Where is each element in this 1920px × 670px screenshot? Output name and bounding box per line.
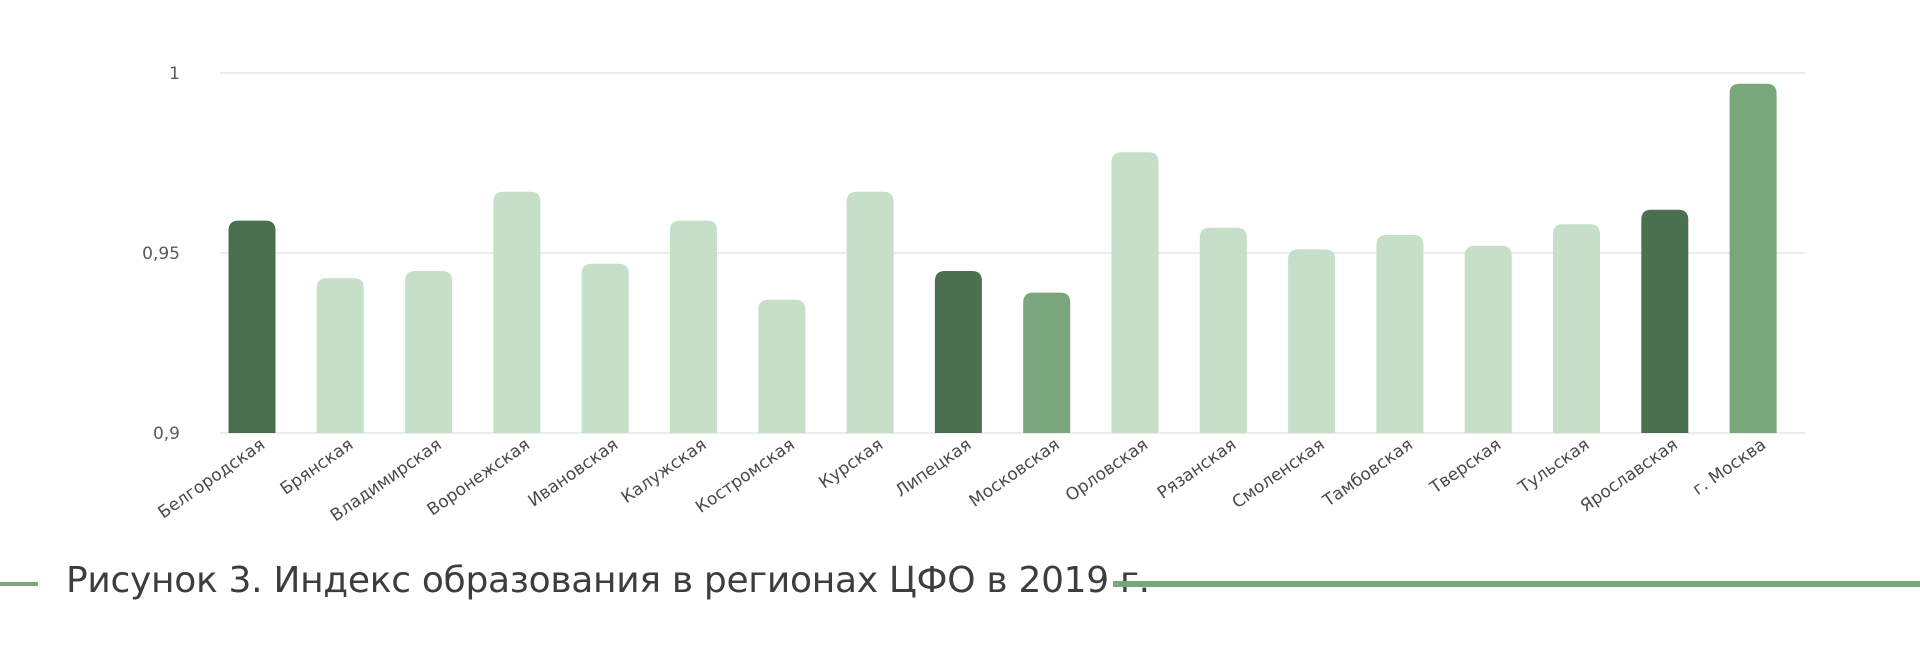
- y-tick-label: 0,95: [142, 244, 180, 264]
- bar: [1729, 83, 1777, 434]
- bar: [228, 220, 276, 433]
- caption-accent-line-right: [1113, 581, 1920, 587]
- x-tick-label: Ярославская: [1577, 435, 1682, 517]
- x-tick-label: Московская: [966, 435, 1064, 512]
- bar: [1641, 209, 1689, 433]
- caption-accent-line-left: [0, 582, 38, 586]
- figure-caption: Рисунок 3. Индекс образования в регионах…: [66, 560, 1150, 601]
- bars: [228, 83, 1777, 434]
- bar: [581, 263, 629, 433]
- y-tick-label: 0,9: [153, 424, 180, 444]
- x-axis-ticks: Белгородская БрянскаяВладимирскаяВоронежс…: [155, 435, 1770, 526]
- x-tick-label: Рязанская: [1154, 435, 1240, 504]
- x-tick-label: Ивановская: [525, 435, 622, 512]
- x-tick-label: Тверская: [1426, 435, 1505, 499]
- bar-chart: 0,9 0,95 1 Белгородская БрянскаяВладимирска…: [142, 64, 1805, 526]
- x-tick-label: Брянская: [277, 435, 357, 500]
- x-tick-label: Липецкая: [892, 435, 975, 502]
- x-tick-label: Тамбовская: [1319, 435, 1417, 512]
- bar: [1553, 224, 1600, 433]
- bar: [846, 191, 894, 433]
- bar: [1199, 227, 1247, 433]
- bar: [1376, 235, 1424, 433]
- x-tick-label: Костромская: [692, 435, 798, 518]
- x-tick-label: Калужская: [618, 435, 711, 508]
- gridlines: [220, 72, 1805, 434]
- bar: [1464, 245, 1512, 433]
- x-tick-label: Орловская: [1062, 435, 1152, 506]
- x-tick-label: Курская: [816, 435, 887, 493]
- bar: [493, 191, 541, 433]
- bar: [1288, 249, 1336, 433]
- y-tick-label: 1: [169, 64, 180, 84]
- bar: [316, 278, 364, 433]
- bar: [670, 220, 717, 433]
- bar: [758, 299, 806, 433]
- bar: [934, 271, 982, 433]
- x-tick-label: Белгородская: [155, 435, 269, 523]
- bar: [1111, 152, 1159, 433]
- figure-caption-row: Рисунок 3. Индекс образования в регионах…: [0, 556, 1920, 606]
- y-axis-ticks: 0,9 0,95 1: [142, 64, 180, 444]
- x-tick-label: г. Москва: [1689, 435, 1770, 500]
- x-tick-label: Смоленская: [1229, 435, 1329, 513]
- x-tick-label: Тульская: [1514, 435, 1593, 499]
- bar: [405, 271, 453, 433]
- bar: [1023, 292, 1071, 433]
